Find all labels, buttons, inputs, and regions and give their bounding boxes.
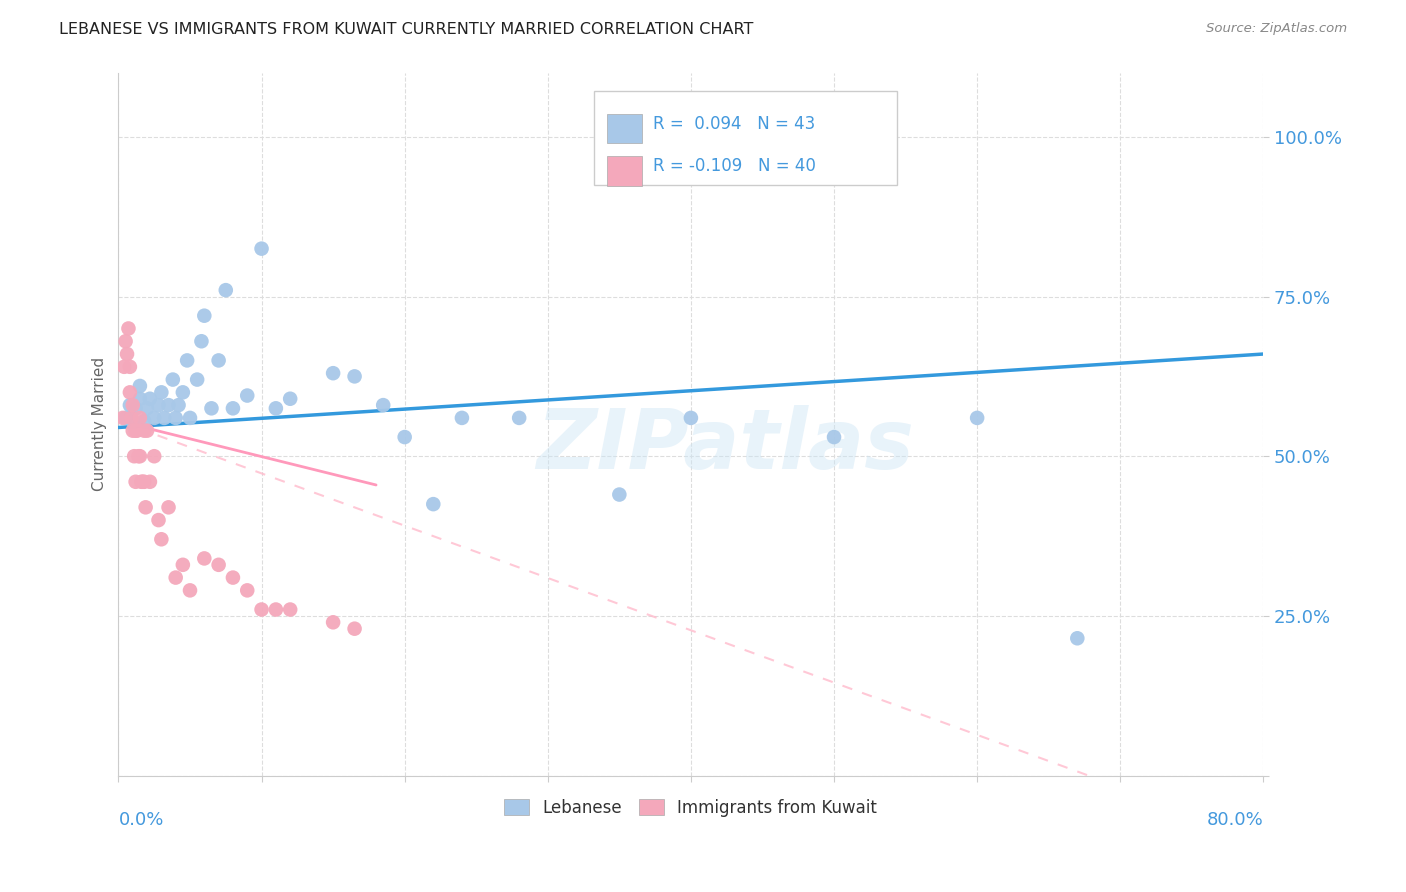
FancyBboxPatch shape xyxy=(593,91,897,186)
Point xyxy=(134,475,156,489)
Point xyxy=(222,401,245,416)
Point xyxy=(193,309,215,323)
Point xyxy=(124,475,146,489)
Point xyxy=(207,558,229,572)
Point xyxy=(167,398,190,412)
Point xyxy=(250,602,273,616)
Point xyxy=(165,410,187,425)
Point xyxy=(250,242,273,256)
Point xyxy=(1066,632,1088,646)
Point xyxy=(157,398,180,412)
Point xyxy=(134,424,156,438)
Point xyxy=(207,353,229,368)
Point xyxy=(121,424,143,438)
Point xyxy=(131,475,153,489)
Text: 80.0%: 80.0% xyxy=(1206,811,1264,829)
Point xyxy=(121,414,143,428)
Point xyxy=(373,398,395,412)
Point xyxy=(120,410,142,425)
Point xyxy=(190,334,212,349)
Point xyxy=(179,410,201,425)
Point xyxy=(157,500,180,515)
Point xyxy=(136,424,159,438)
Text: Source: ZipAtlas.com: Source: ZipAtlas.com xyxy=(1206,22,1347,36)
Point xyxy=(127,449,149,463)
Text: LEBANESE VS IMMIGRANTS FROM KUWAIT CURRENTLY MARRIED CORRELATION CHART: LEBANESE VS IMMIGRANTS FROM KUWAIT CURRE… xyxy=(59,22,754,37)
Text: 0.0%: 0.0% xyxy=(118,811,165,829)
Point xyxy=(124,424,146,438)
Point xyxy=(118,398,141,412)
FancyBboxPatch shape xyxy=(607,156,641,186)
Point xyxy=(343,622,366,636)
Point xyxy=(193,551,215,566)
Point xyxy=(136,401,159,416)
Point xyxy=(125,424,148,438)
Point xyxy=(176,353,198,368)
Point xyxy=(124,401,146,416)
Point xyxy=(121,398,143,412)
Point xyxy=(112,359,135,374)
Point xyxy=(422,497,444,511)
Point xyxy=(186,373,208,387)
Point xyxy=(278,602,301,616)
Point xyxy=(143,449,166,463)
Point xyxy=(179,583,201,598)
Point xyxy=(508,410,530,425)
Y-axis label: Currently Married: Currently Married xyxy=(93,357,107,491)
Point xyxy=(129,449,152,463)
Point xyxy=(129,379,152,393)
Point xyxy=(322,615,344,630)
Point xyxy=(823,430,845,444)
Point xyxy=(129,392,152,406)
Point xyxy=(132,475,155,489)
Point xyxy=(222,571,245,585)
Point xyxy=(162,373,184,387)
Point xyxy=(215,283,238,297)
Text: R =  0.094   N = 43: R = 0.094 N = 43 xyxy=(654,115,815,133)
Point xyxy=(200,401,222,416)
Point xyxy=(165,571,187,585)
Point xyxy=(135,500,157,515)
Point xyxy=(111,410,134,425)
Point xyxy=(264,602,287,616)
Point xyxy=(117,321,139,335)
Point xyxy=(679,410,702,425)
Point xyxy=(118,359,141,374)
Legend: Lebanese, Immigrants from Kuwait: Lebanese, Immigrants from Kuwait xyxy=(498,792,884,823)
Point xyxy=(343,369,366,384)
Point xyxy=(143,410,166,425)
Point xyxy=(118,385,141,400)
Point xyxy=(139,392,162,406)
FancyBboxPatch shape xyxy=(607,114,641,144)
Point xyxy=(153,410,176,425)
Point xyxy=(264,401,287,416)
Point xyxy=(134,414,156,428)
Text: R = -0.109   N = 40: R = -0.109 N = 40 xyxy=(654,157,815,176)
Point xyxy=(236,583,259,598)
Point xyxy=(172,385,194,400)
Point xyxy=(122,449,145,463)
Point xyxy=(129,410,152,425)
Point xyxy=(609,487,631,501)
Point xyxy=(148,513,170,527)
Point xyxy=(115,347,138,361)
Text: ZIPatlas: ZIPatlas xyxy=(536,405,914,486)
Point xyxy=(322,366,344,380)
Point xyxy=(139,475,162,489)
Point xyxy=(278,392,301,406)
Point xyxy=(114,410,136,425)
Point xyxy=(150,385,173,400)
Point xyxy=(966,410,988,425)
Point xyxy=(150,533,173,547)
Point xyxy=(172,558,194,572)
Point xyxy=(394,430,416,444)
Point xyxy=(451,410,474,425)
Point xyxy=(114,334,136,349)
Point xyxy=(148,398,170,412)
Point xyxy=(236,388,259,402)
